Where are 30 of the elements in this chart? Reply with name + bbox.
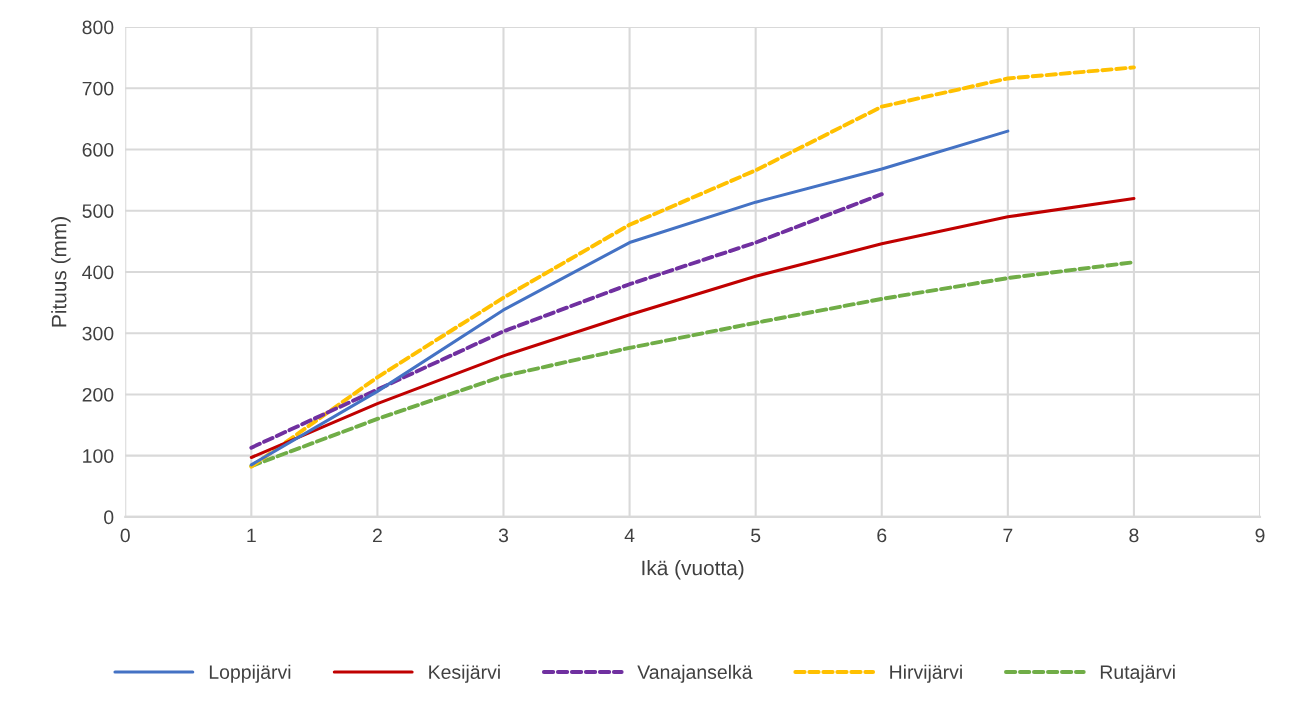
legend-label: Kesijärvi [429,664,500,683]
x-tick-label: 8 [1129,528,1139,543]
x-tick-label: 7 [1003,528,1013,543]
x-tick-label: 5 [751,528,761,543]
legend-label: Loppijärvi [209,664,291,683]
x-tick-label: 0 [120,528,130,543]
legend-label: Hirvijärvi [890,664,962,683]
legend-label: Rutajärvi [1100,664,1175,683]
y-tick-label: 700 [82,81,114,96]
x-tick-label: 6 [877,528,887,543]
line-series [249,196,1136,460]
x-axis-title: Ikä (vuotta) [642,560,744,580]
y-tick-label: 0 [104,510,114,525]
y-tick-label: 500 [82,204,114,218]
line-series [249,129,1010,467]
x-tick-label: 3 [498,528,509,543]
x-tick-label: 2 [372,528,382,543]
y-tick-label: 400 [82,265,114,280]
line-series [249,192,884,450]
y-tick-label: 800 [82,20,114,35]
line-series [249,65,1136,469]
x-tick-label: 4 [624,528,635,543]
legend-label: Vanajanselkä [637,664,753,683]
y-axis-title: Pituus (mm) [51,217,71,327]
y-tick-label: 100 [83,449,114,463]
y-tick-label: 300 [82,326,114,341]
y-tick-label: 200 [82,387,114,402]
x-tick-label: 9 [1255,528,1265,543]
x-tick-label: 1 [247,528,256,543]
y-tick-label: 600 [82,142,114,157]
